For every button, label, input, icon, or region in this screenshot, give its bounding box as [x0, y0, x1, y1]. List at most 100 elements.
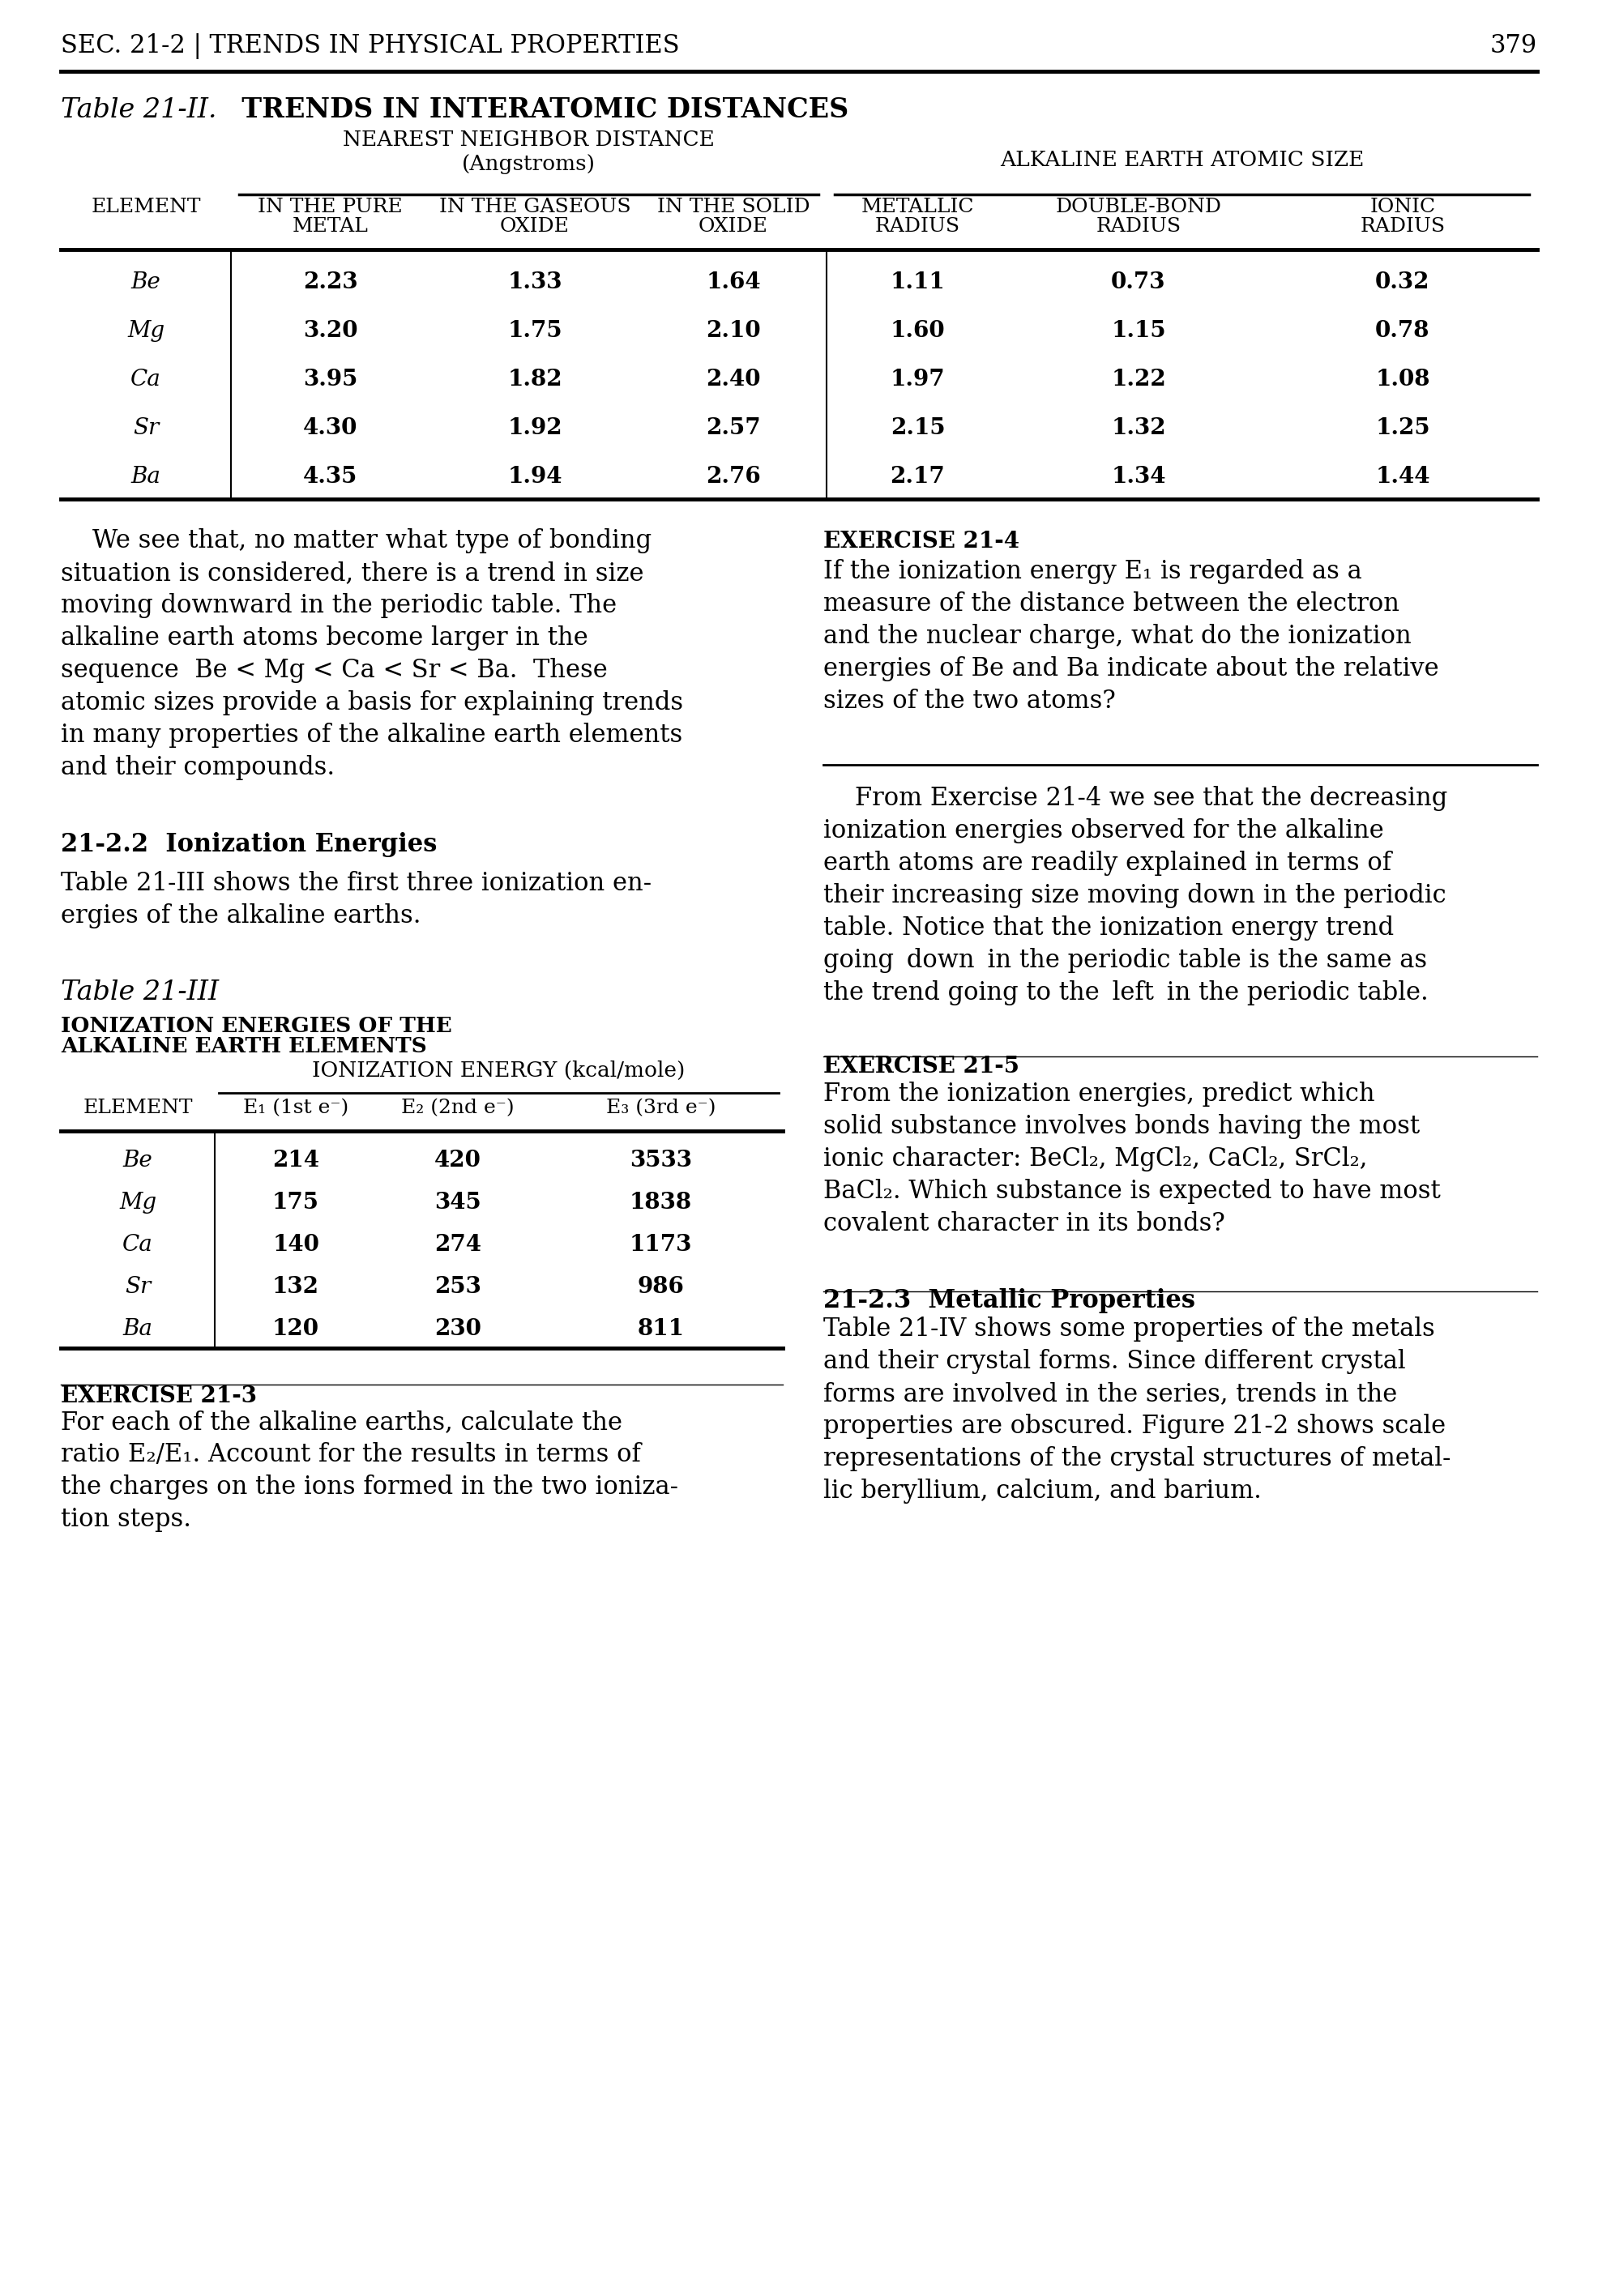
- Text: 1.22: 1.22: [1111, 370, 1167, 390]
- Text: Table 21-IV shows some properties of the metals: Table 21-IV shows some properties of the…: [823, 1316, 1435, 1341]
- Text: table. Notice that the ionization energy trend: table. Notice that the ionization energy…: [823, 916, 1393, 941]
- Text: 2.15: 2.15: [890, 418, 944, 439]
- Text: 1.34: 1.34: [1111, 466, 1167, 489]
- Text: 1.97: 1.97: [890, 370, 944, 390]
- Text: 21-2.3  Metallic Properties: 21-2.3 Metallic Properties: [823, 1288, 1195, 1313]
- Text: measure of the distance between the electron: measure of the distance between the elec…: [823, 592, 1400, 618]
- Text: 1.11: 1.11: [890, 271, 944, 294]
- Text: alkaline earth atoms become larger in the: alkaline earth atoms become larger in th…: [61, 625, 588, 650]
- Text: 2.23: 2.23: [302, 271, 358, 294]
- Text: properties are obscured. Figure 21-2 shows scale: properties are obscured. Figure 21-2 sho…: [823, 1414, 1446, 1440]
- Text: 1.44: 1.44: [1376, 466, 1430, 489]
- Text: ratio E₂/E₁. Account for the results in terms of: ratio E₂/E₁. Account for the results in …: [61, 1442, 641, 1467]
- Text: 1.15: 1.15: [1111, 321, 1167, 342]
- Text: ionic character: BeCl₂, MgCl₂, CaCl₂, SrCl₂,: ionic character: BeCl₂, MgCl₂, CaCl₂, Sr…: [823, 1146, 1368, 1171]
- Text: forms are involved in the series, trends in the: forms are involved in the series, trends…: [823, 1382, 1397, 1407]
- Text: We see that, no matter what type of bonding: We see that, no matter what type of bond…: [61, 528, 652, 553]
- Text: Be: Be: [123, 1150, 153, 1171]
- Text: IONIZATION ENERGY (kcal/mole): IONIZATION ENERGY (kcal/mole): [312, 1061, 686, 1081]
- Text: Ca: Ca: [131, 370, 161, 390]
- Text: 120: 120: [272, 1318, 320, 1341]
- Text: 2.10: 2.10: [706, 321, 761, 342]
- Text: 1.82: 1.82: [508, 370, 562, 390]
- Text: 1.08: 1.08: [1376, 370, 1430, 390]
- Text: IN THE SOLID: IN THE SOLID: [657, 197, 810, 216]
- Text: EXERCISE 21-4: EXERCISE 21-4: [823, 530, 1020, 553]
- Text: 345: 345: [435, 1192, 481, 1215]
- Text: IONIZATION ENERGIES OF THE: IONIZATION ENERGIES OF THE: [61, 1015, 452, 1035]
- Text: atomic sizes provide a basis for explaining trends: atomic sizes provide a basis for explain…: [61, 691, 684, 716]
- Text: Table 21-II.: Table 21-II.: [61, 96, 217, 124]
- Text: representations of the crystal structures of metal-: representations of the crystal structure…: [823, 1446, 1451, 1472]
- Text: going  down  in the periodic table is the same as: going down in the periodic table is the …: [823, 948, 1427, 974]
- Text: 132: 132: [272, 1277, 320, 1297]
- Text: Ba: Ba: [123, 1318, 153, 1341]
- Text: For each of the alkaline earths, calculate the: For each of the alkaline earths, calcula…: [61, 1410, 622, 1435]
- Text: 379: 379: [1489, 32, 1537, 57]
- Text: OXIDE: OXIDE: [500, 218, 569, 236]
- Text: E₁ (1st e⁻): E₁ (1st e⁻): [243, 1097, 348, 1118]
- Text: Mg: Mg: [120, 1192, 157, 1215]
- Text: Ba: Ba: [131, 466, 161, 489]
- Text: in many properties of the alkaline earth elements: in many properties of the alkaline earth…: [61, 723, 682, 748]
- Text: 21-2.2  Ionization Energies: 21-2.2 Ionization Energies: [61, 831, 438, 856]
- Text: 1173: 1173: [630, 1233, 692, 1256]
- Text: ergies of the alkaline earths.: ergies of the alkaline earths.: [61, 902, 420, 928]
- Text: ALKALINE EARTH ATOMIC SIZE: ALKALINE EARTH ATOMIC SIZE: [1000, 149, 1365, 170]
- Text: RADIUS: RADIUS: [1096, 218, 1181, 236]
- Text: OXIDE: OXIDE: [698, 218, 769, 236]
- Text: 420: 420: [435, 1150, 481, 1171]
- Text: IN THE PURE: IN THE PURE: [257, 197, 403, 216]
- Text: NEAREST NEIGHBOR DISTANCE: NEAREST NEIGHBOR DISTANCE: [344, 129, 714, 149]
- Text: the trend going to the  left  in the periodic table.: the trend going to the left in the perio…: [823, 980, 1429, 1006]
- Text: and their crystal forms. Since different crystal: and their crystal forms. Since different…: [823, 1350, 1406, 1373]
- Text: Table 21-III: Table 21-III: [61, 980, 219, 1006]
- Text: TRENDS IN INTERATOMIC DISTANCES: TRENDS IN INTERATOMIC DISTANCES: [222, 96, 849, 124]
- Text: ELEMENT: ELEMENT: [91, 197, 201, 216]
- Text: 1.75: 1.75: [508, 321, 562, 342]
- Text: 175: 175: [272, 1192, 320, 1215]
- Text: 0.78: 0.78: [1376, 321, 1430, 342]
- Text: Sr: Sr: [133, 418, 158, 439]
- Text: situation is considered, there is a trend in size: situation is considered, there is a tren…: [61, 560, 644, 585]
- Text: Ca: Ca: [123, 1233, 153, 1256]
- Text: solid substance involves bonds having the most: solid substance involves bonds having th…: [823, 1114, 1421, 1139]
- Text: 3.20: 3.20: [304, 321, 358, 342]
- Text: RADIUS: RADIUS: [876, 218, 960, 236]
- Text: 1.32: 1.32: [1111, 418, 1167, 439]
- Text: tion steps.: tion steps.: [61, 1506, 192, 1531]
- Text: 1.94: 1.94: [508, 466, 562, 489]
- Text: energies of Be and Ba indicate about the relative: energies of Be and Ba indicate about the…: [823, 657, 1438, 682]
- Text: BaCl₂. Which substance is expected to have most: BaCl₂. Which substance is expected to ha…: [823, 1178, 1440, 1203]
- Text: ELEMENT: ELEMENT: [83, 1097, 193, 1118]
- Text: 4.30: 4.30: [304, 418, 358, 439]
- Text: 4.35: 4.35: [304, 466, 358, 489]
- Text: E₃ (3rd e⁻): E₃ (3rd e⁻): [606, 1097, 716, 1118]
- Text: 3533: 3533: [630, 1150, 692, 1171]
- Text: 2.76: 2.76: [706, 466, 761, 489]
- Text: 3.95: 3.95: [304, 370, 358, 390]
- Text: SEC. 21-2 | TRENDS IN PHYSICAL PROPERTIES: SEC. 21-2 | TRENDS IN PHYSICAL PROPERTIE…: [61, 32, 679, 60]
- Text: DOUBLE-BOND: DOUBLE-BOND: [1055, 197, 1221, 216]
- Text: IONIC: IONIC: [1369, 197, 1435, 216]
- Text: lic beryllium, calcium, and barium.: lic beryllium, calcium, and barium.: [823, 1479, 1261, 1504]
- Text: E₂ (2nd e⁻): E₂ (2nd e⁻): [401, 1097, 515, 1118]
- Text: 986: 986: [638, 1277, 684, 1297]
- Text: moving downward in the periodic table. The: moving downward in the periodic table. T…: [61, 592, 617, 618]
- Text: RADIUS: RADIUS: [1360, 218, 1445, 236]
- Text: From the ionization energies, predict which: From the ionization energies, predict wh…: [823, 1081, 1374, 1107]
- Text: 1838: 1838: [630, 1192, 692, 1215]
- Text: 2.57: 2.57: [706, 418, 761, 439]
- Text: 1.33: 1.33: [508, 271, 562, 294]
- Text: 274: 274: [435, 1233, 481, 1256]
- Text: EXERCISE 21-3: EXERCISE 21-3: [61, 1384, 257, 1407]
- Text: 0.73: 0.73: [1111, 271, 1167, 294]
- Text: sizes of the two atoms?: sizes of the two atoms?: [823, 689, 1115, 714]
- Text: From Exercise 21-4 we see that the decreasing: From Exercise 21-4 we see that the decre…: [823, 785, 1448, 810]
- Text: 2.17: 2.17: [890, 466, 944, 489]
- Text: Sr: Sr: [125, 1277, 150, 1297]
- Text: Table 21-III shows the first three ionization en-: Table 21-III shows the first three ioniz…: [61, 870, 652, 895]
- Text: sequence  Be < Mg < Ca < Sr < Ba.  These: sequence Be < Mg < Ca < Sr < Ba. These: [61, 659, 607, 682]
- Text: earth atoms are readily explained in terms of: earth atoms are readily explained in ter…: [823, 852, 1392, 875]
- Text: covalent character in its bonds?: covalent character in its bonds?: [823, 1212, 1226, 1235]
